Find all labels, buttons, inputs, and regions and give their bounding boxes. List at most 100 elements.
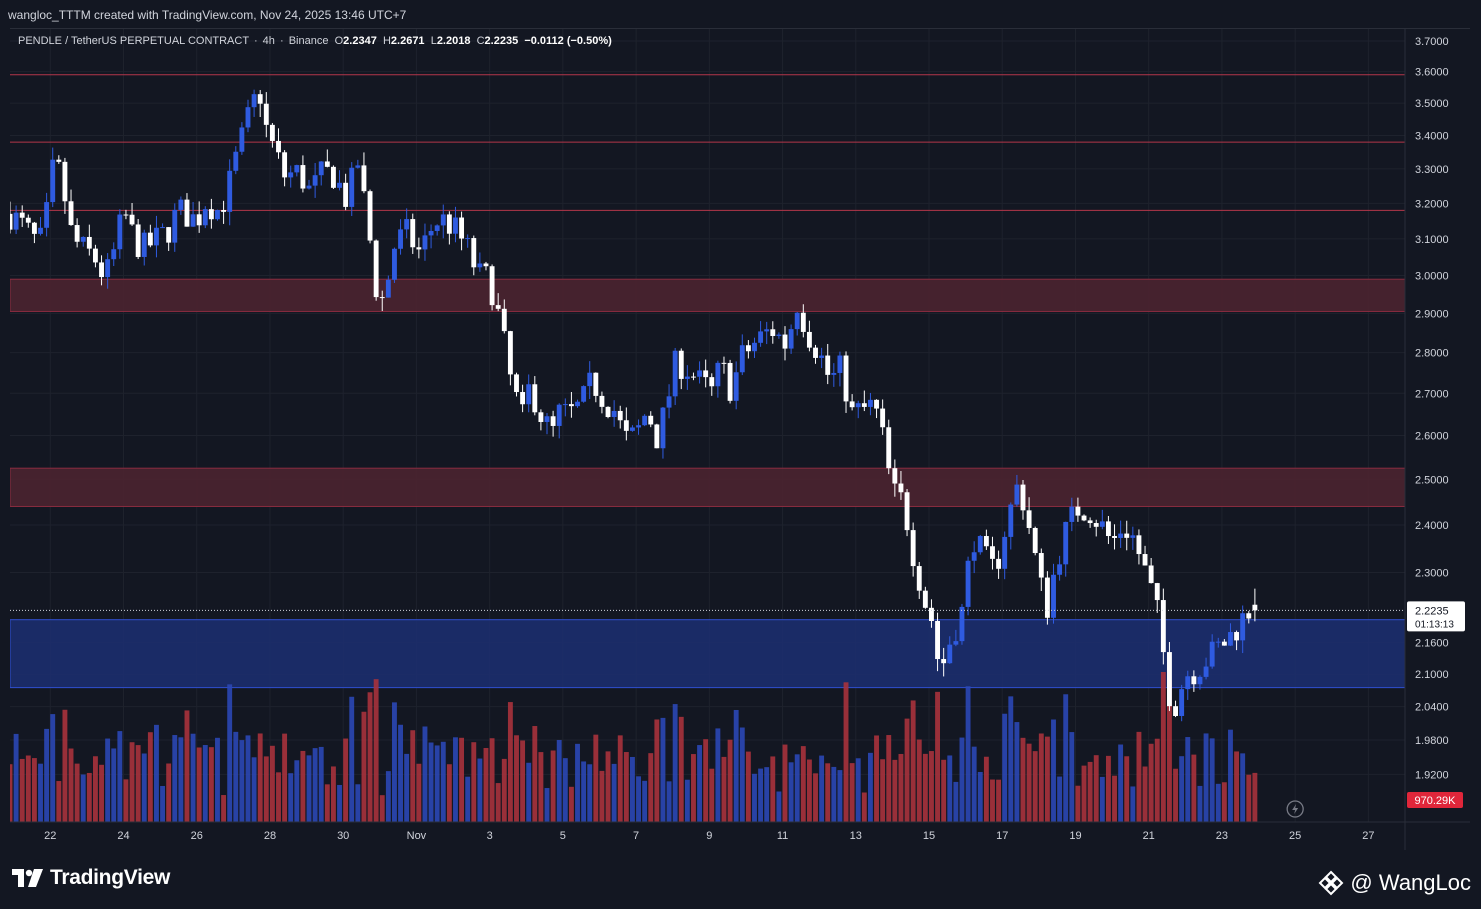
time-tick-label: 27: [1362, 830, 1374, 842]
candle-body: [398, 229, 403, 249]
candle-body: [19, 212, 25, 218]
volume-bar: [202, 745, 208, 822]
volume-bar: [996, 779, 1002, 822]
volume-bar: [50, 714, 56, 822]
volume-bar: [489, 738, 495, 822]
candle-body: [782, 334, 788, 349]
candlestick-chart[interactable]: 3.7000 3.6000 3.5000 3.4000 3.3000 3.2000 3.10…: [10, 29, 1470, 851]
volume-bar: [965, 686, 971, 822]
volume-bar: [68, 748, 74, 822]
candle-body: [648, 415, 654, 425]
volume-bar: [251, 757, 257, 822]
volume-bar: [1234, 751, 1240, 822]
volume-bar: [929, 751, 934, 822]
volume-bar: [208, 747, 214, 822]
symbol-name[interactable]: PENDLE / TetherUS PERPETUAL CONTRACT: [18, 35, 249, 47]
candle-body: [806, 331, 812, 348]
price-tick-label: 2.3000: [1415, 568, 1449, 580]
candle-body: [703, 370, 709, 378]
candle-body: [910, 530, 916, 567]
candle-body: [526, 384, 532, 405]
candle-body: [44, 202, 50, 228]
volume-bar: [1038, 733, 1044, 822]
candle-body: [227, 170, 233, 212]
volume-bar: [184, 710, 190, 822]
volume-bar: [721, 756, 727, 822]
candle-body: [92, 248, 98, 263]
candle-body: [1154, 583, 1160, 601]
volume-bar: [642, 780, 648, 822]
candle-body: [1234, 632, 1240, 641]
candle-body: [507, 331, 513, 375]
volume-bar: [727, 739, 733, 822]
candle-body: [276, 140, 281, 153]
candle-body: [819, 355, 825, 358]
candle-body: [300, 165, 306, 189]
volume-bar: [129, 742, 135, 822]
volume-bar: [501, 758, 507, 822]
lightning-icon: [1286, 800, 1304, 818]
price-tick-label: 2.7000: [1415, 388, 1449, 400]
candle-body: [849, 401, 855, 408]
tradingview-logo[interactable]: TradingView: [12, 866, 170, 890]
candle-body: [929, 607, 934, 621]
candle-body: [202, 209, 208, 226]
interval-label[interactable]: 4h: [262, 35, 275, 47]
volume-bar: [1081, 765, 1087, 822]
candle-body: [983, 536, 989, 547]
candle-body: [50, 159, 56, 203]
candle-body: [196, 214, 202, 226]
candle-body: [935, 620, 940, 660]
volume-bar: [758, 768, 764, 822]
time-tick-label: 11: [777, 830, 788, 842]
volume-bar: [1221, 782, 1227, 822]
candle-body: [367, 191, 373, 241]
volume-bar: [1057, 776, 1063, 822]
resistance-zone: [10, 467, 1406, 507]
volume-bar: [306, 755, 312, 822]
candle-body: [184, 199, 190, 227]
volume-bar: [300, 750, 306, 822]
lightning-icon-bolt: [1292, 804, 1299, 814]
volume-bar: [10, 764, 13, 822]
volume-bar: [733, 709, 739, 822]
volume-bar: [1002, 713, 1008, 822]
time-tick-label: 3: [487, 830, 493, 842]
volume-bar: [538, 752, 544, 822]
volume-bar: [745, 751, 751, 822]
volume-bar: [788, 762, 794, 822]
chart-frame[interactable]: 3.7000 3.6000 3.5000 3.4000 3.3000 3.2000 3.10…: [10, 28, 1470, 851]
volume-bar: [794, 754, 800, 822]
volume-bar: [471, 742, 477, 822]
bottom-bar: [0, 850, 1481, 909]
candle-body: [263, 103, 269, 125]
binance-icon: [1319, 870, 1344, 896]
time-tick-label: 21: [1143, 830, 1155, 842]
candle-body: [440, 214, 446, 226]
volume-bar: [672, 704, 678, 822]
volume-bar: [977, 771, 983, 822]
candle-body: [587, 372, 593, 387]
price-tick-label: 3.2000: [1415, 198, 1449, 210]
candle-body: [1215, 641, 1221, 643]
volume-bar: [617, 735, 623, 822]
candle-body: [355, 165, 361, 168]
candle-body: [996, 558, 1002, 569]
candle-body: [373, 240, 379, 298]
volume-bar: [776, 791, 782, 822]
volume-bar: [1105, 755, 1111, 822]
volume-bar: [495, 783, 501, 822]
change-value: −0.0112 (−0.50%): [524, 35, 612, 47]
candle-body: [684, 376, 690, 379]
volume-bar: [550, 750, 556, 822]
volume-bar: [861, 792, 867, 822]
volume-bar: [855, 758, 861, 822]
candle-body: [239, 127, 245, 152]
candle-body: [361, 165, 367, 192]
volume-bar: [593, 734, 599, 822]
time-tick-label: 5: [560, 830, 566, 842]
volume-bar: [678, 716, 684, 822]
volume-bar: [880, 759, 886, 822]
volume-bar: [1075, 785, 1081, 822]
time-tick-label: 24: [117, 830, 129, 842]
